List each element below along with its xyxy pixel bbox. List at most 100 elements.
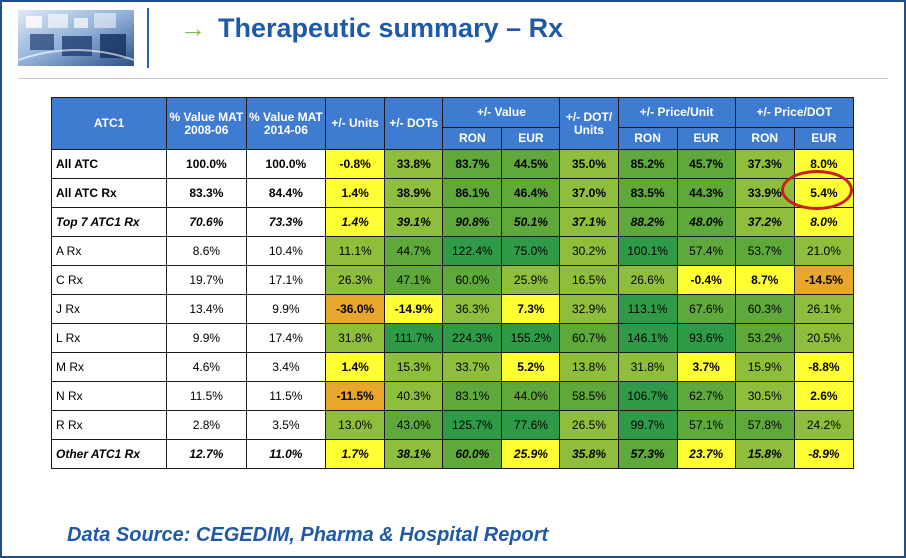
table-row: A Rx 8.6% 10.4% 11.1% 44.7% 122.4% 75.0% 30.2% 1… (50, 236, 855, 266)
table-body: All ATC 100.0% 100.0% -0.8% 33.8% 83.7% 44.5% 3… (50, 149, 855, 469)
table-cell: -8.9% (793, 439, 855, 469)
table-cell: 111.7% (384, 323, 444, 353)
header-value: +/- Value (442, 97, 561, 128)
table-cell: 5.2% (501, 352, 561, 382)
table-cell: 146.1% (617, 323, 678, 353)
table-cell: 45.7% (676, 149, 736, 179)
table-cell: 26.3% (325, 265, 386, 295)
table-cell: 8.6% (166, 236, 247, 266)
table-cell: 99.7% (617, 410, 678, 440)
table-cell: 224.3% (442, 323, 503, 353)
title-divider (18, 78, 888, 79)
table-cell: 60.3% (734, 294, 795, 324)
header-dot-units: +/- DOT/ Units (559, 97, 619, 150)
table-cell: 44.3% (676, 178, 736, 208)
table-cell: 86.1% (442, 178, 503, 208)
header-value-2014: % Value MAT 2014-06 (245, 97, 327, 150)
table-cell: 12.7% (166, 439, 247, 469)
table-cell: 83.1% (442, 381, 503, 411)
table-cell: 8.0% (793, 207, 855, 237)
table-cell: 57.4% (676, 236, 736, 266)
subheader-price-dot-eur: EUR (793, 127, 855, 150)
table-cell: 39.1% (384, 207, 444, 237)
table-cell: 10.4% (245, 236, 327, 266)
arrow-right-icon: → (180, 13, 206, 43)
table-cell: 37.2% (734, 207, 795, 237)
page-title: Therapeutic summary – Rx (218, 12, 564, 43)
table-cell: 88.2% (617, 207, 678, 237)
table-cell: 13.0% (325, 410, 386, 440)
table-cell: 46.4% (501, 178, 561, 208)
row-label: M Rx (50, 352, 168, 382)
row-label: C Rx (50, 265, 168, 295)
table-cell: 1.4% (325, 207, 386, 237)
table-cell: 30.2% (559, 236, 619, 266)
table-cell: 16.5% (559, 265, 619, 295)
table-cell: -11.5% (325, 381, 386, 411)
table-cell: 4.6% (166, 352, 247, 382)
header-atc1: ATC1 (50, 97, 168, 150)
table-cell: 44.0% (501, 381, 561, 411)
header-price-dot: +/- Price/DOT (734, 97, 855, 128)
table-cell: 15.9% (734, 352, 795, 382)
subheader-price-unit-eur: EUR (676, 127, 736, 150)
table-cell: 11.1% (325, 236, 386, 266)
table-cell: 17.1% (245, 265, 327, 295)
table-cell: -8.8% (793, 352, 855, 382)
table-cell: 17.4% (245, 323, 327, 353)
table-row: N Rx 11.5% 11.5% -11.5% 40.3% 83.1% 44.0% 58.5%… (50, 381, 855, 411)
table-cell: 125.7% (442, 410, 503, 440)
row-label: All ATC Rx (50, 178, 168, 208)
row-label: Other ATC1 Rx (50, 439, 168, 469)
table-cell: 60.0% (442, 265, 503, 295)
table-cell: -14.5% (793, 265, 855, 295)
table-cell: 2.8% (166, 410, 247, 440)
table-row: Other ATC1 Rx 12.7% 11.0% 1.7% 38.1% 60.0% 25.… (50, 439, 855, 469)
row-label: L Rx (50, 323, 168, 353)
table-cell: 57.1% (676, 410, 736, 440)
table-cell: 36.3% (442, 294, 503, 324)
table-cell: 83.3% (166, 178, 247, 208)
table-cell: 33.8% (384, 149, 444, 179)
table-row: C Rx 19.7% 17.1% 26.3% 47.1% 60.0% 25.9% 16.5% 2… (50, 265, 855, 295)
table-cell: 75.0% (501, 236, 561, 266)
table-cell: 100.0% (166, 149, 247, 179)
table-cell: 26.1% (793, 294, 855, 324)
table-cell: 33.7% (442, 352, 503, 382)
table-cell: 13.8% (559, 352, 619, 382)
table-cell: 1.4% (325, 352, 386, 382)
table-cell: 30.5% (734, 381, 795, 411)
header-value-2008: % Value MAT 2008-06 (166, 97, 247, 150)
table-row: M Rx 4.6% 3.4% 1.4% 15.3% 33.7% 5.2% 13.8% 31.8%… (50, 352, 855, 382)
table-row: L Rx 9.9% 17.4% 31.8% 111.7% 224.3% 155.2% 60.7… (50, 323, 855, 353)
subheader-value-eur: EUR (501, 127, 561, 150)
table-cell: 60.7% (559, 323, 619, 353)
table-cell: 37.3% (734, 149, 795, 179)
row-label: A Rx (50, 236, 168, 266)
table-cell: 11.5% (166, 381, 247, 411)
table-cell: 53.7% (734, 236, 795, 266)
table-cell: 100.1% (617, 236, 678, 266)
table-cell: 38.9% (384, 178, 444, 208)
table-cell: 67.6% (676, 294, 736, 324)
table-cell: 53.2% (734, 323, 795, 353)
table-cell: 20.5% (793, 323, 855, 353)
subheader-price-dot-ron: RON (734, 127, 795, 150)
table-cell: 7.3% (501, 294, 561, 324)
table-cell: 57.8% (734, 410, 795, 440)
logo-image (18, 10, 134, 66)
header-price-unit: +/- Price/Unit (617, 97, 736, 128)
table-row: All ATC 100.0% 100.0% -0.8% 33.8% 83.7% 44.5% 3… (50, 149, 855, 179)
table-cell: 37.0% (559, 178, 619, 208)
table-cell: 8.7% (734, 265, 795, 295)
table-cell: -0.4% (676, 265, 736, 295)
row-label: J Rx (50, 294, 168, 324)
table-cell: 83.5% (617, 178, 678, 208)
row-label: R Rx (50, 410, 168, 440)
table-cell: 9.9% (245, 294, 327, 324)
table-row: Top 7 ATC1 Rx 70.6% 73.3% 1.4% 39.1% 90.8% 50.… (50, 207, 855, 237)
table-cell: 25.9% (501, 439, 561, 469)
row-label: Top 7 ATC1 Rx (50, 207, 168, 237)
table-cell: 62.7% (676, 381, 736, 411)
